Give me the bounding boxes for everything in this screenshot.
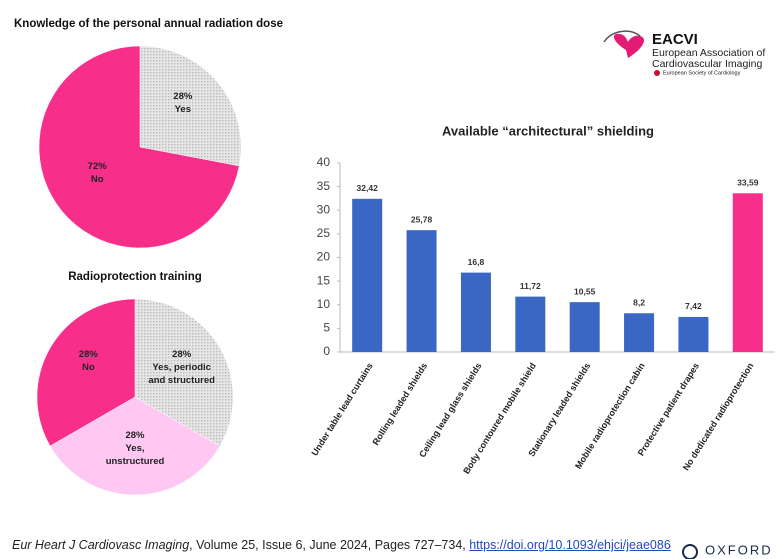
citation-journal: Eur Heart J Cardiovasc Imaging bbox=[12, 538, 190, 552]
pie-slice bbox=[139, 45, 242, 167]
publisher-name: OXFORD bbox=[705, 542, 773, 557]
value-label: 25,78 bbox=[411, 214, 433, 224]
value-label: 28% bbox=[125, 429, 145, 441]
bar bbox=[352, 198, 383, 352]
slice-label-box: 28% Yes, unstructured bbox=[90, 429, 180, 468]
value-label: 28% bbox=[172, 349, 192, 361]
slice-label-box: 28% Yes bbox=[138, 90, 228, 116]
x-tick-label: Protective patient drapes bbox=[636, 361, 701, 458]
x-tick-label: Stationary leaded shields bbox=[526, 361, 592, 458]
logo-heart bbox=[613, 33, 644, 58]
y-tick-label: 30 bbox=[317, 202, 331, 216]
esc-icon bbox=[654, 70, 660, 76]
bar bbox=[515, 296, 546, 352]
slice-label-box: 28% No bbox=[43, 348, 133, 374]
slice-label: 28%Yes bbox=[138, 90, 228, 116]
slice-label-box: 72% No bbox=[52, 160, 142, 186]
slice-label: 28%Yes, periodic and structured bbox=[137, 348, 227, 387]
logo-line: Cardiovascular Imaging bbox=[652, 58, 762, 70]
slice-label: 28%Yes, unstructured bbox=[90, 429, 180, 468]
category-label: Yes, unstructured bbox=[105, 442, 165, 467]
pie-slice bbox=[134, 298, 234, 447]
logo: EACVI European Association of Cardiovasc… bbox=[603, 30, 765, 76]
value-label: 11,72 bbox=[520, 281, 541, 291]
category-label: Yes bbox=[174, 103, 191, 115]
slice-label: 72%No bbox=[52, 160, 142, 186]
publisher-icon bbox=[682, 544, 698, 559]
bar bbox=[624, 313, 655, 352]
logo-society: European Society of Cardiology bbox=[663, 70, 741, 76]
value-label: 10,55 bbox=[574, 286, 596, 296]
value-label: 28% bbox=[173, 90, 193, 102]
y-tick-label: 40 bbox=[317, 155, 331, 169]
value-label: 28% bbox=[78, 349, 98, 361]
logo-name: EACVI bbox=[652, 31, 698, 48]
bar bbox=[460, 272, 491, 352]
publisher-logo: OXFORD bbox=[682, 542, 773, 559]
citation-doi[interactable]: https://doi.org/10.1093/ehjci/jeae086 bbox=[469, 538, 671, 552]
y-tick-label: 5 bbox=[323, 321, 330, 335]
pie-slice bbox=[38, 45, 240, 249]
y-tick-label: 20 bbox=[317, 250, 331, 264]
y-tick-label: 0 bbox=[323, 344, 330, 358]
x-tick-label: Under table lead curtains bbox=[309, 361, 374, 457]
bar bbox=[406, 230, 437, 352]
citation-details: , Volume 25, Issue 6, June 2024, Pages 7… bbox=[189, 538, 470, 552]
y-tick-label: 35 bbox=[317, 179, 331, 193]
x-tick-label: Rolling leaded shields bbox=[370, 361, 429, 447]
value-label: 33,59 bbox=[737, 178, 759, 188]
slice-label: 28%No bbox=[43, 348, 133, 374]
slice-label-box: 28% Yes, periodic and structured bbox=[137, 348, 227, 387]
pie-slice bbox=[36, 298, 136, 447]
x-tick-label: Ceiling lead glass shields bbox=[417, 361, 484, 459]
value-label: 16,8 bbox=[468, 257, 485, 267]
chart-title: Available “architectural” shielding bbox=[442, 123, 654, 138]
chart-title: Radioprotection training bbox=[68, 271, 202, 283]
y-tick-label: 15 bbox=[317, 273, 331, 287]
bar bbox=[678, 316, 709, 352]
logo-line: European Association of bbox=[652, 47, 765, 59]
value-label: 72% bbox=[87, 161, 107, 173]
logo-arc bbox=[603, 30, 641, 43]
value-label: 7,42 bbox=[685, 301, 702, 311]
category-label: No bbox=[90, 174, 104, 186]
chart-title: Knowledge of the personal annual radiati… bbox=[14, 18, 283, 30]
y-tick-label: 25 bbox=[317, 226, 331, 240]
bar bbox=[732, 193, 763, 352]
category-label: Yes, periodic and structured bbox=[148, 362, 215, 387]
y-tick-label: 10 bbox=[317, 297, 331, 311]
pie-slice bbox=[49, 396, 221, 496]
citation: Eur Heart J Cardiovasc Imaging, Volume 2… bbox=[12, 538, 671, 552]
bar bbox=[569, 302, 600, 352]
category-label: No bbox=[81, 362, 95, 374]
value-label: 32,42 bbox=[357, 183, 379, 193]
value-label: 8,2 bbox=[633, 298, 645, 308]
